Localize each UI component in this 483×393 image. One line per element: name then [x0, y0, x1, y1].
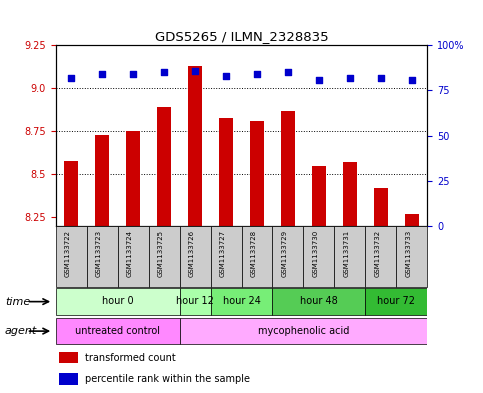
Point [315, 76, 323, 83]
Bar [211, 288, 272, 315]
Text: hour 12: hour 12 [176, 296, 214, 306]
Bar [157, 107, 171, 226]
Bar [56, 226, 86, 287]
Bar [303, 226, 334, 287]
Text: GSM1133727: GSM1133727 [220, 230, 226, 277]
Text: hour 48: hour 48 [300, 296, 338, 306]
Bar [405, 214, 419, 226]
Point [253, 71, 261, 77]
Point [191, 67, 199, 73]
Text: agent: agent [5, 326, 37, 336]
Text: hour 24: hour 24 [223, 296, 260, 306]
Bar [180, 318, 427, 344]
Bar [180, 288, 211, 315]
Bar [117, 226, 149, 287]
Point [408, 76, 416, 83]
Bar [250, 121, 264, 226]
Point [98, 71, 106, 77]
Bar [272, 226, 303, 287]
Text: hour 72: hour 72 [377, 296, 415, 306]
Bar [188, 66, 202, 226]
Title: GDS5265 / ILMN_2328835: GDS5265 / ILMN_2328835 [155, 29, 328, 42]
Text: mycophenolic acid: mycophenolic acid [258, 325, 349, 336]
Text: GSM1133729: GSM1133729 [282, 230, 288, 277]
Bar [95, 135, 109, 226]
Text: GSM1133724: GSM1133724 [127, 230, 133, 277]
Bar [242, 226, 272, 287]
Text: GSM1133731: GSM1133731 [344, 230, 350, 277]
Bar [64, 161, 78, 226]
Bar [272, 288, 366, 315]
Text: GSM1133725: GSM1133725 [158, 230, 164, 277]
Bar [343, 162, 357, 226]
Bar [281, 110, 295, 226]
Text: percentile rank within the sample: percentile rank within the sample [85, 374, 250, 384]
Bar [126, 131, 140, 226]
Text: time: time [5, 297, 30, 307]
Bar [59, 352, 78, 364]
Bar [374, 188, 388, 226]
Bar [211, 226, 242, 287]
Point [67, 75, 75, 81]
Point [377, 75, 385, 81]
Bar [180, 226, 211, 287]
Bar [56, 288, 180, 315]
Text: GSM1133728: GSM1133728 [251, 230, 257, 277]
Text: GSM1133722: GSM1133722 [65, 230, 71, 277]
Text: GSM1133730: GSM1133730 [313, 230, 319, 277]
Bar [366, 288, 427, 315]
Text: GSM1133733: GSM1133733 [406, 230, 412, 277]
Bar [397, 226, 427, 287]
Bar [86, 226, 117, 287]
Text: GSM1133726: GSM1133726 [189, 230, 195, 277]
Text: untreated control: untreated control [75, 325, 160, 336]
Point [222, 73, 230, 79]
Point [160, 69, 168, 75]
Bar [59, 373, 78, 385]
Bar [149, 226, 180, 287]
Text: GSM1133732: GSM1133732 [375, 230, 381, 277]
Point [284, 69, 292, 75]
Point [346, 75, 354, 81]
Bar [219, 118, 233, 226]
Text: GSM1133723: GSM1133723 [96, 230, 102, 277]
Bar [312, 166, 326, 226]
Bar [56, 318, 180, 344]
Point [129, 71, 137, 77]
Bar [334, 226, 366, 287]
Bar [366, 226, 397, 287]
Text: hour 0: hour 0 [102, 296, 133, 306]
Text: transformed count: transformed count [85, 353, 176, 363]
